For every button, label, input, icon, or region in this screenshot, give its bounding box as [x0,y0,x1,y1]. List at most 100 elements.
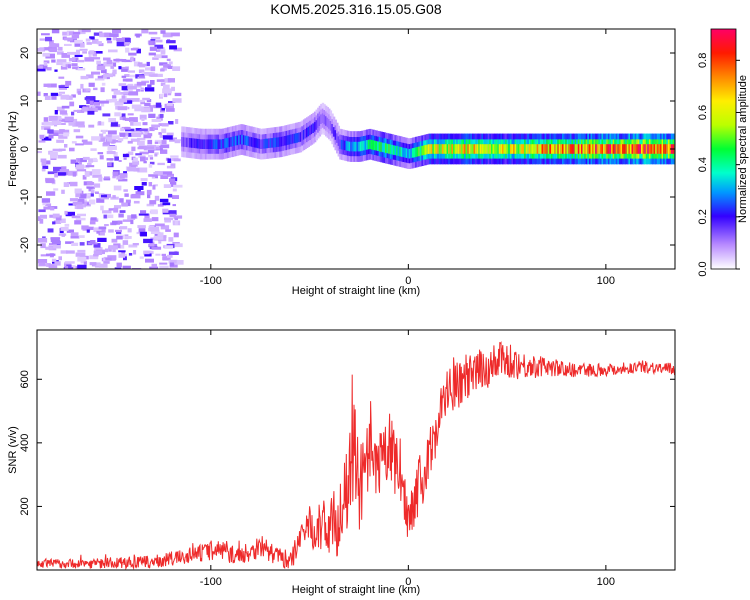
spectrogram-ridge-cell [489,144,492,154]
spectrogram-noise-cell [64,43,72,46]
colorbar-label: Normalized spectral amplitude [737,75,749,223]
spectrogram-ridge-cell [658,144,661,154]
spectrogram-noise-cell [38,209,46,213]
spectrogram-noise-cell [121,113,126,118]
spectrogram-ridge-cell [552,144,555,154]
spectrogram-noise-cell [169,45,177,50]
spectrogram-noise-cell [75,164,85,170]
spectrogram-ridge-cell [364,140,367,151]
spectrogram-noise-cell [108,118,116,123]
spectrogram-ridge-cell [457,144,461,154]
spectrogram-ridge-cell [380,142,383,152]
spectrogram-noise-cell [66,264,72,268]
spectrogram-noise-cell [106,151,116,155]
spectrogram-ridge-cell [664,144,668,154]
spectrogram-ridge-cell [517,144,521,154]
spectrogram-noise-cell [149,156,154,160]
spectrogram-ridge-cell [246,135,249,146]
spectrogram-noise-cell [140,178,148,182]
spectrogram-noise-cell [141,182,147,186]
spectrogram-noise-cell [157,141,165,144]
spectrogram-ridge-cell [498,144,502,154]
spectrogram-noise-cell [49,40,54,45]
snr-y-tick-label: 600 [19,370,31,388]
spectrogram-noise-cell [137,76,146,79]
spectrogram-ridge-cell [588,144,592,154]
spectrogram-noise-cell [93,87,98,91]
spectrogram-ridge-cell [332,127,336,137]
spectrogram-ridge-cell [505,144,508,154]
spectrogram-ridge-cell [381,142,385,153]
spectrogram-noise-cell [167,92,172,96]
spectrogram-noise-cell [98,229,106,233]
spectrogram-ridge-cell [495,144,498,154]
spectrogram-ridge-cell [217,139,220,149]
spectrogram-noise-cell [159,198,169,203]
spectrogram-ridge-cell [524,144,527,154]
spectrogram-noise-cell [155,39,163,43]
spectrogram-noise-cell [59,129,65,134]
spectrogram-noise-cell [54,172,58,178]
spectrogram-ridge-cell [645,144,649,154]
spectrogram-ridge-cell [427,144,431,154]
spectrogram-ridge-cell [617,144,620,154]
spectrogram-ridge-cell [195,138,198,149]
spectrogram-ridge-cell [285,135,288,146]
spectrogram-noise-cell [139,128,148,132]
spectrogram-noise-cell [140,231,147,237]
spectrogram-noise-cell [110,66,115,69]
spectrogram-ridge-cell [516,144,519,154]
spectrogram-noise-cell [155,102,162,108]
spectrogram-noise-cell [112,176,116,179]
spectrogram-noise-cell [98,226,107,230]
spectrogram-ridge-cell [291,134,295,144]
spectrogram-noise-cell [165,229,171,232]
spectrogram-noise-cell [130,194,141,199]
spectrogram-noise-cell [106,158,114,161]
spectrogram-noise-cell [162,202,171,206]
snr-frame [36,329,676,571]
spectrogram-ridge-cell [355,141,358,152]
spectrogram-ridge-cell [483,144,486,154]
spectrogram-ridge-cell [255,138,258,148]
spectrogram-noise-cell [160,149,168,154]
spectrogram-noise-cell [53,244,61,249]
spectrogram-ridge-cell [644,144,647,154]
spectrogram-ridge-cell [288,134,291,145]
spectrogram-noise-cell [78,125,85,128]
spectrogram-noise-cell [122,116,126,121]
spectrogram-ridge-cell [562,144,565,154]
spectrogram-noise-cell [145,258,154,263]
colorbar-tick-label: 0.2 [697,209,709,224]
spectrogram-ridge-cell [298,132,301,143]
spectrogram-noise-cell [39,64,48,69]
spectrogram-ridge-cell [426,144,429,155]
spectrogram-noise-cell [101,194,107,198]
spectrogram-noise-cell [170,155,179,158]
spectrogram-noise-cell [167,158,172,163]
spectrogram-noise-cell [112,171,119,177]
spectrogram-noise-cell [59,122,66,125]
spectrogram-ridge-cell [490,144,494,154]
spectrogram-noise-cell [154,195,160,201]
spectrogram-ridge-cell [622,144,625,154]
spectrogram-noise-cell [142,97,150,101]
spectrogram-noise-cell [38,140,46,143]
spectrogram-noise-cell [47,129,54,134]
spectrogram-ridge-cell [374,140,377,151]
spectrogram-noise-cell [97,237,107,242]
spectrogram-noise-cell [153,184,158,187]
spectrogram-noise-cell [64,261,75,264]
colorbar-tick-label: 0.6 [697,105,709,120]
spectrogram-ridge-cell [192,138,195,148]
spectrogram-noise-cell [149,105,155,108]
spectrogram-ridge-cell [585,144,589,154]
spectrogram-ridge-cell [225,138,228,148]
spectrogram-noise-cell [118,178,128,182]
spectrogram-noise-cell [60,226,69,231]
spectrogram-noise-cell [65,170,70,176]
spectrogram-noise-cell [54,69,58,72]
spectrogram-noise-cell [124,74,130,77]
spectrogram-noise-cell [154,44,164,49]
spectrogram-noise-cell [86,42,92,45]
